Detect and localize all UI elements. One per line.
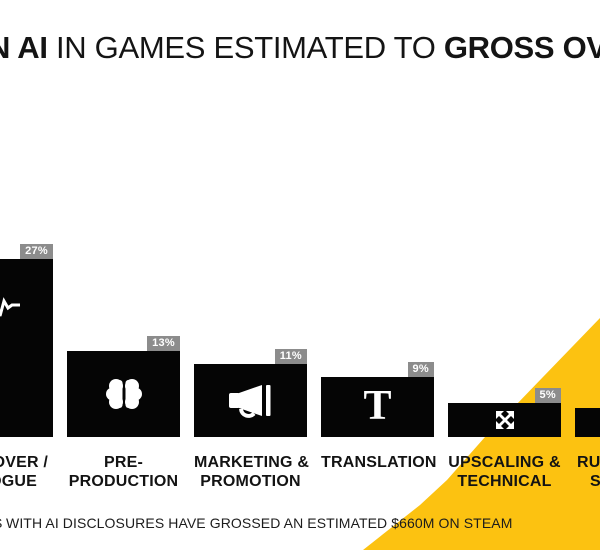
source-note-text: WITH AI DISCLOSURES HAVE GROSSED AN ESTI…	[6, 515, 513, 531]
title-segment-bold-1: N AI	[0, 30, 48, 65]
source-note-cropped-fragment: S	[0, 515, 2, 531]
value-badge-upscaling: 5%	[534, 388, 561, 403]
audio-waveform-icon	[0, 297, 20, 317]
bar-voiceover-dialogue	[0, 259, 53, 437]
value-badge-preproduction: 13%	[147, 336, 180, 351]
category-label-line: PROMOTION	[200, 473, 301, 490]
chart-title: N AI IN GAMES ESTIMATED TO GROSS OVE	[0, 30, 600, 66]
title-segment-bold-2: GROSS OVE	[443, 30, 600, 65]
category-label-voiceover-line1: OVER /	[0, 454, 48, 471]
value-badge-marketing: 11%	[274, 349, 307, 364]
bar-marketing-promotion	[194, 364, 307, 437]
category-label-marketing: MARKETING & PROMOTION	[194, 453, 310, 491]
brain-icon	[105, 379, 142, 409]
category-label-line: PRODUCTION	[68, 473, 179, 490]
category-label-preproduction: PRE- PRODUCTION	[67, 453, 180, 491]
title-segment-regular: IN GAMES ESTIMATED TO	[47, 30, 444, 65]
value-badge-voiceover: 27%	[20, 244, 53, 259]
category-label-cropped-line2: S	[590, 473, 600, 490]
source-note: S WITH AI DISCLOSURES HAVE GROSSED AN ES…	[0, 515, 600, 535]
category-label-line: PRE-	[103, 454, 144, 471]
expand-arrows-icon	[495, 411, 514, 429]
category-label-upscaling: UPSCALING & TECHNICAL	[448, 453, 561, 491]
bar-cropped-right	[575, 408, 600, 437]
category-label-line: TRANSLATION	[321, 454, 437, 471]
category-label-line: MARKETING &	[194, 454, 310, 471]
megaphone-icon	[228, 384, 270, 418]
category-label-cropped-line1: RU	[577, 454, 600, 471]
category-label-line: TECHNICAL	[457, 473, 552, 490]
category-label-line: UPSCALING &	[448, 454, 561, 471]
bar-upscaling-technical	[448, 403, 561, 437]
value-badge-translation: 9%	[407, 362, 434, 377]
bar-translation: T	[321, 377, 434, 437]
serif-t-icon: T	[363, 383, 392, 430]
bar-pre-production	[67, 351, 180, 437]
category-label-voiceover-line2: OGUE	[0, 473, 37, 490]
category-label-translation: TRANSLATION	[321, 453, 437, 472]
